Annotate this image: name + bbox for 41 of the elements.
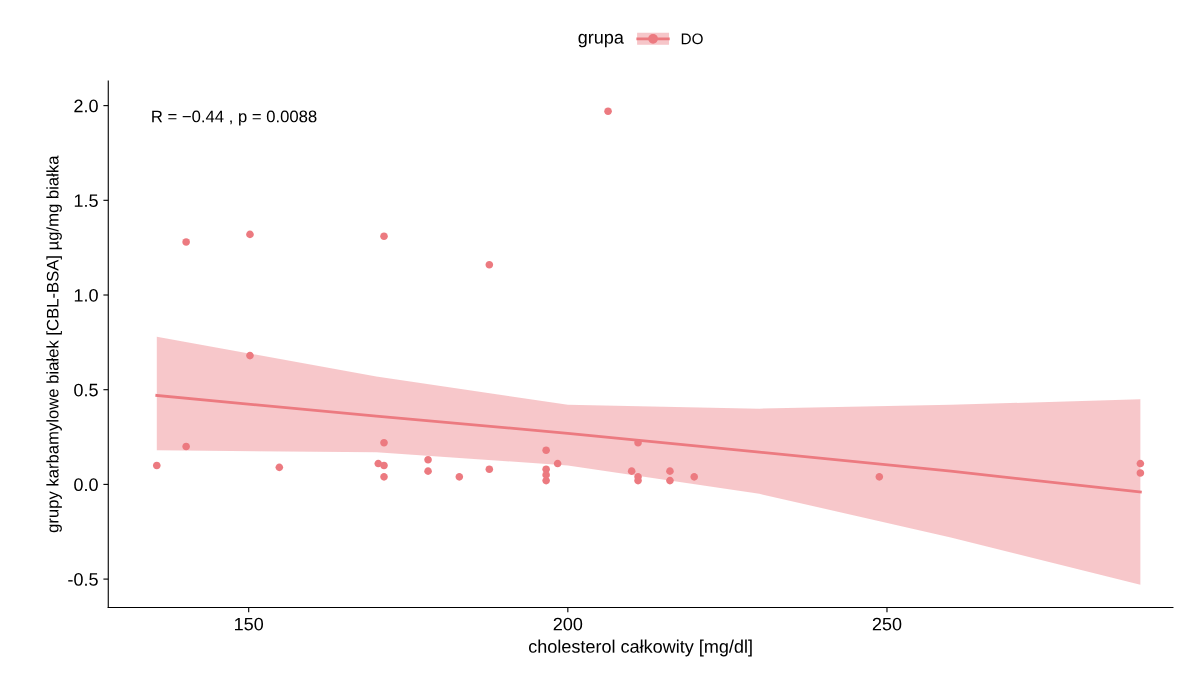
x-tick-label: 200: [553, 617, 583, 631]
point: [152, 461, 161, 470]
point: [380, 473, 388, 481]
point: [455, 473, 464, 481]
line-series: [155, 393, 1142, 494]
y-tick-label: 0.0: [74, 478, 98, 492]
point: [424, 455, 432, 464]
point: [182, 442, 190, 451]
point: [1136, 459, 1145, 468]
point: [542, 476, 550, 485]
y-tick-label: 0.5: [74, 383, 98, 397]
point: [380, 438, 388, 447]
y-tick-label: 1.0: [74, 288, 98, 302]
x-tick-label: 250: [872, 617, 902, 631]
point: [380, 461, 388, 470]
point: [875, 473, 884, 481]
point: [553, 459, 562, 468]
point: [690, 473, 699, 481]
point: [246, 230, 254, 239]
x-axis-title: cholesterol całkowity [mg/dl]: [528, 639, 752, 657]
point: [666, 476, 674, 485]
point: [666, 467, 674, 475]
point: [1136, 469, 1145, 477]
point: [627, 467, 636, 475]
point: [604, 107, 612, 116]
point: [246, 351, 254, 360]
y-axis-title: grupy karbamylowe białek [CBL-BSA] µg/mg białka: [46, 155, 62, 533]
point: [275, 463, 284, 472]
point: [542, 446, 550, 455]
point: [380, 232, 388, 241]
y-tick-label: -0.5: [68, 573, 98, 586]
point: [485, 260, 494, 269]
y-tick-label: 1.5: [74, 194, 98, 208]
annotation: R = −0.44 , p = 0.0088: [152, 110, 317, 126]
legend-title: grupa: [578, 33, 624, 48]
y-tick-label: 2.0: [74, 99, 98, 113]
point: [182, 238, 190, 246]
x-tick-label: 150: [235, 617, 264, 631]
point: [485, 465, 494, 474]
point: [424, 467, 432, 475]
legend-label: DO: [681, 33, 703, 45]
